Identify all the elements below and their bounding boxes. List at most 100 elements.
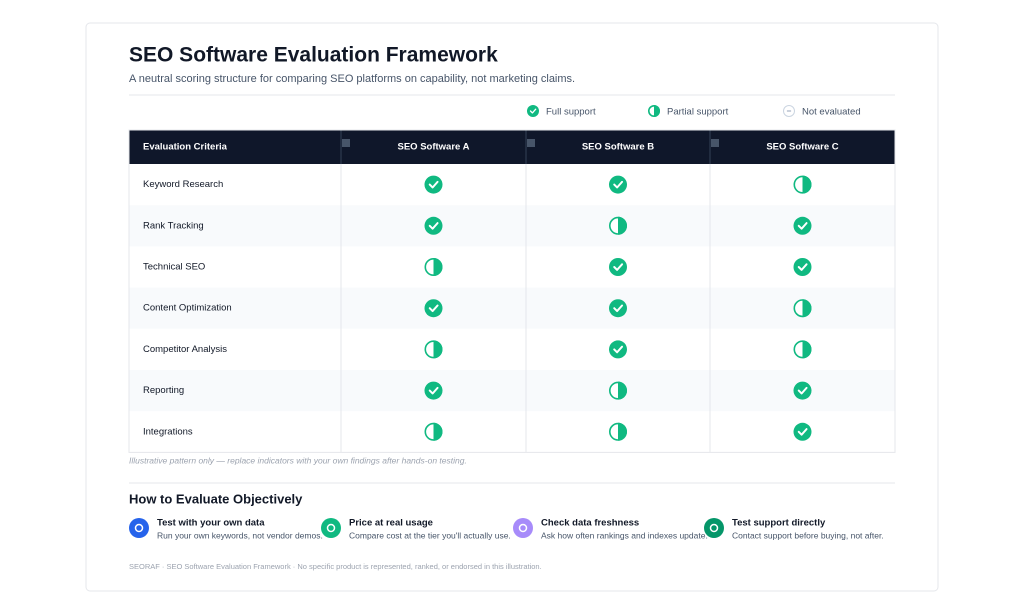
- legend: Full support Partial support Not evaluated: [527, 105, 861, 118]
- table-row: [129, 164, 895, 206]
- header-marker: [342, 139, 350, 147]
- tip-icon: [704, 518, 724, 538]
- status-icon-partial: [647, 105, 660, 118]
- status-icon-full: [793, 422, 812, 441]
- table-row: [129, 287, 895, 329]
- tip-icon: [129, 518, 149, 538]
- icon-half: [618, 381, 627, 400]
- icon-bg: [793, 216, 812, 235]
- tip-text: Ask how often rankings and indexes updat…: [541, 530, 708, 540]
- icon-bg: [793, 258, 812, 276]
- table-row: [129, 370, 895, 412]
- status-icon-full: [609, 175, 627, 194]
- criterion: Technical SEO: [143, 262, 205, 273]
- icon-half: [802, 175, 812, 194]
- tip-icon: [513, 518, 533, 538]
- icon-check: [613, 345, 624, 354]
- table: Evaluation Criteria SEO Software A SEO Sof…: [128, 129, 896, 453]
- status-icon-full: [609, 340, 627, 359]
- column-header: SEO Software C: [766, 142, 838, 153]
- table-row: [129, 411, 895, 453]
- status-icon-full: [793, 258, 812, 276]
- tip-text: Run your own keywords, not vendor demos.: [157, 530, 323, 540]
- table-header-bg: [129, 130, 895, 164]
- icon-check: [613, 263, 624, 271]
- icon-bg: [424, 299, 443, 318]
- icon-check: [529, 108, 537, 114]
- criterion: Content Optimization: [143, 303, 232, 314]
- legend-label: Not evaluated: [802, 107, 861, 118]
- status-icon-full: [424, 381, 443, 400]
- icon-half: [654, 105, 660, 117]
- status-icon-partial: [424, 340, 443, 359]
- tip-glyph: [709, 523, 719, 533]
- icon-bg: [424, 216, 443, 235]
- icon-half: [433, 422, 443, 441]
- tip-title: Test with your own data: [157, 518, 265, 529]
- icon-half: [433, 258, 443, 276]
- icon-half: [433, 340, 443, 359]
- tip-icon: [321, 518, 341, 538]
- status-icon-full: [424, 216, 443, 235]
- icon-check: [613, 304, 624, 313]
- icon-half: [618, 422, 627, 441]
- tip-title: Check data freshness: [541, 518, 639, 529]
- icon-bg: [527, 105, 539, 117]
- tip-title: Test support directly: [732, 518, 826, 529]
- subtitle: A neutral scoring structure for comparin…: [129, 73, 575, 85]
- icon-check: [428, 386, 439, 395]
- icon-half: [618, 216, 627, 235]
- status-icon-partial: [793, 299, 812, 318]
- legend-label: Partial support: [667, 107, 729, 118]
- column-header: SEO Software A: [398, 142, 470, 153]
- icon-bg: [609, 175, 627, 194]
- icon-bg: [793, 422, 812, 441]
- tip-title: Price at real usage: [349, 518, 433, 529]
- icon-check: [428, 304, 439, 313]
- icon-check: [797, 222, 808, 230]
- status-icon-partial: [793, 340, 812, 359]
- icon-check: [428, 180, 439, 189]
- icon-half: [802, 340, 812, 359]
- table-row: [129, 328, 895, 370]
- tip-glyph: [326, 523, 336, 533]
- criterion: Keyword Research: [143, 179, 223, 190]
- tip-glyph: [518, 523, 528, 533]
- icon-bg: [424, 175, 443, 194]
- icon-check: [797, 428, 808, 436]
- tip-text: Compare cost at the tier you'll actually…: [349, 530, 511, 540]
- criterion: Rank Tracking: [143, 220, 204, 231]
- status-icon-full: [609, 299, 627, 318]
- tips-heading: How to Evaluate Objectively: [129, 491, 303, 506]
- table-border: [128, 129, 896, 453]
- icon-bg: [609, 340, 627, 359]
- status-icon-full: [609, 258, 627, 276]
- status-icon-partial: [793, 175, 812, 194]
- icon-check: [428, 222, 439, 230]
- title: SEO Software Evaluation Framework: [129, 44, 498, 67]
- table-row: [129, 205, 895, 247]
- status-icon-full: [424, 299, 443, 318]
- tip-glyph: [134, 523, 144, 533]
- column-header: SEO Software B: [582, 142, 654, 153]
- footer: SEORAF · SEO Software Evaluation Framewo…: [129, 562, 542, 571]
- status-icon-full: [793, 381, 812, 400]
- status-icon-partial: [608, 216, 627, 235]
- tip-text: Contact support before buying, not after…: [732, 530, 884, 540]
- status-icon-partial: [608, 422, 627, 441]
- icon-bg: [424, 381, 443, 400]
- status-icon-none: [783, 105, 795, 117]
- status-icon-partial: [424, 257, 443, 276]
- legend-label: Full support: [546, 107, 596, 118]
- header-marker: [527, 139, 535, 147]
- icon-bg: [609, 258, 627, 276]
- icon-check: [613, 180, 624, 189]
- criterion: Reporting: [143, 385, 184, 396]
- table-row: [129, 246, 895, 288]
- column-header: Evaluation Criteria: [143, 142, 228, 153]
- status-icon-full: [527, 105, 539, 117]
- icon-check: [797, 263, 808, 271]
- criterion: Competitor Analysis: [143, 344, 227, 355]
